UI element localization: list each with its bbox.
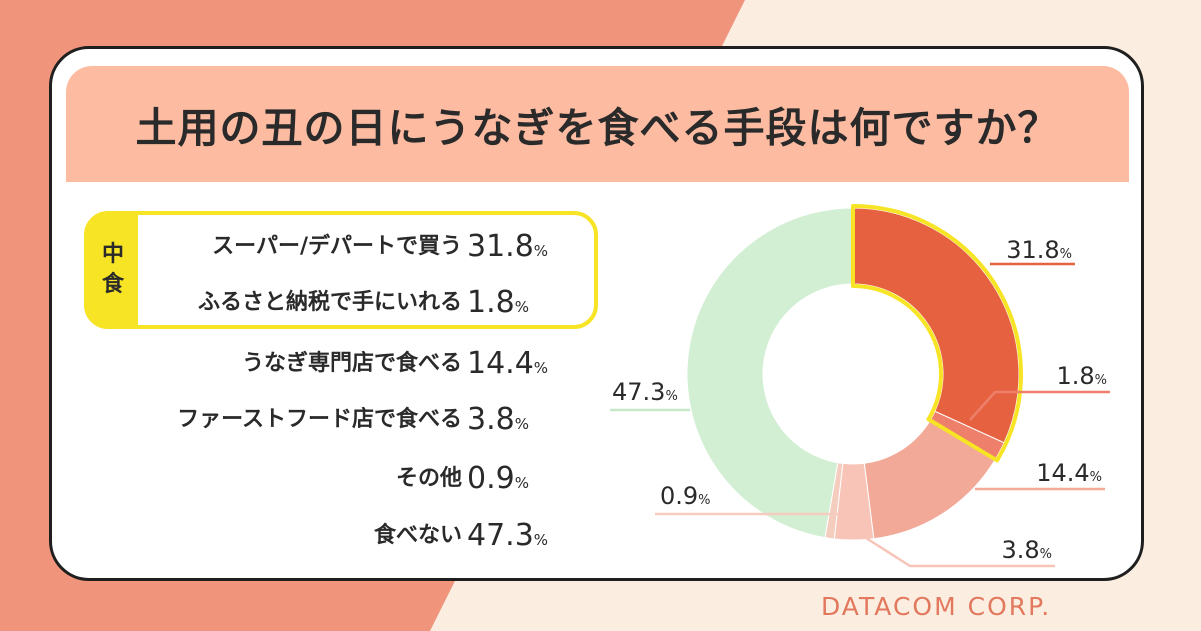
slice-label-unit: % [665,389,677,404]
donut-slice [686,207,854,539]
slice-label: 3.8% [1001,536,1052,564]
chart-card: 土用の丑の日にうなぎを食べる手段は何ですか？ 中 食 スーパー/デパートで買う 3… [49,46,1144,581]
legend-label: うなぎ専門店で食べる [241,351,462,376]
slice-label-unit: % [1040,547,1052,562]
legend-value-unit: % [533,242,549,260]
legend-value-number: 47.3 [467,518,534,553]
company-logo: DATACOM CORP. [821,592,1052,621]
slice-label-number: 31.8 [1006,236,1059,264]
callout-line [865,536,1055,568]
legend-value: 1.8% [467,283,529,327]
legend-value-number: 1.8 [467,285,515,320]
nakashoku-group-box: 中 食 [84,211,598,329]
slice-label: 0.9% [660,482,711,510]
slice-label-number: 3.8 [1001,536,1039,564]
legend-value: 31.8% [467,227,548,271]
callout-line [969,390,1110,421]
legend-value-number: 14.4 [467,346,534,381]
group-tag: 中 食 [88,215,138,325]
legend-label: その他 [395,466,462,491]
legend-row: ふるさと納税で手にいれる 1.8% [52,283,572,323]
slice-label-number: 14.4 [1036,459,1089,487]
legend-value: 3.8% [467,400,529,444]
legend-label: ふるさと納税で手にいれる [197,290,462,315]
legend-label: 食べない [373,523,462,548]
group-tag-char-2: 食 [101,272,124,297]
legend-value: 14.4% [467,344,548,388]
legend-row: スーパー/デパートで買う 31.8% [52,227,572,267]
slice-label: 47.3% [612,378,678,406]
legend-label: ファーストフード店で食べる [177,407,462,432]
legend-value-unit: % [514,298,529,316]
slice-label-unit: % [1060,247,1072,262]
legend-value-unit: % [533,531,549,549]
slice-label-unit: % [698,493,710,508]
group-tag-char-1: 中 [101,242,124,267]
slice-label-number: 0.9 [660,482,698,510]
highlight-outline [851,204,1023,463]
slice-label: 14.4% [1036,459,1102,487]
slice-label-number: 1.8 [1056,362,1094,390]
legend-row: ファーストフード店で食べる 3.8% [52,400,572,440]
legend-label: スーパー/デパートで買う [212,234,462,259]
legend-value-number: 0.9 [467,461,515,496]
legend-value-number: 3.8 [467,402,515,437]
title-band: 土用の丑の日にうなぎを食べる手段は何ですか？ [66,66,1129,182]
slice-label-unit: % [1095,373,1107,388]
legend-row: 食べない 47.3% [52,516,572,556]
slice-label: 1.8% [1056,362,1107,390]
legend-value-unit: % [514,474,529,492]
legend-value: 0.9% [467,459,529,503]
slice-label-unit: % [1090,470,1102,485]
legend-row: うなぎ専門店で食べる 14.4% [52,344,572,384]
chart-title: 土用の丑の日にうなぎを食べる手段は何ですか？ [135,104,1060,152]
slice-label-number: 47.3 [612,378,665,406]
legend-value-unit: % [514,415,529,433]
legend-row: その他 0.9% [52,459,572,499]
legend-value: 47.3% [467,516,548,560]
legend-value-number: 31.8 [467,229,534,264]
legend-value-unit: % [533,359,549,377]
slice-label: 31.8% [1006,236,1072,264]
